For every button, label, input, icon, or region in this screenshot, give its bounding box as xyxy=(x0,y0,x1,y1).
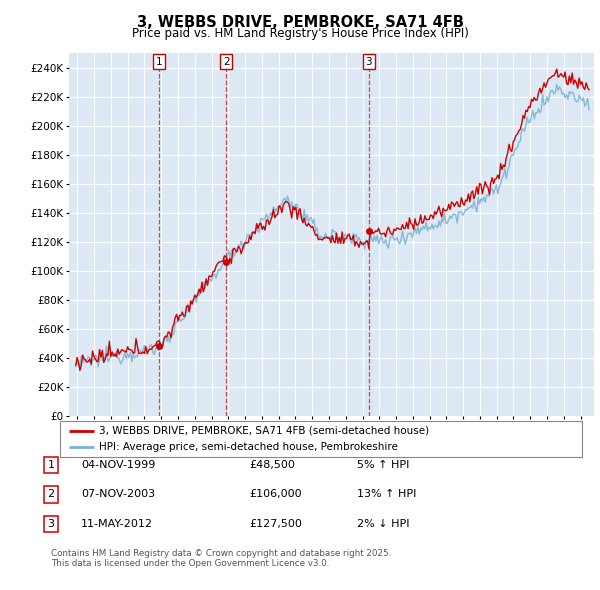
Text: 2: 2 xyxy=(223,57,230,67)
Text: 07-NOV-2003: 07-NOV-2003 xyxy=(81,490,155,499)
Text: 2% ↓ HPI: 2% ↓ HPI xyxy=(357,519,409,529)
Text: 1: 1 xyxy=(47,460,55,470)
Text: 3, WEBBS DRIVE, PEMBROKE, SA71 4FB (semi-detached house): 3, WEBBS DRIVE, PEMBROKE, SA71 4FB (semi… xyxy=(99,425,429,435)
Text: 1: 1 xyxy=(156,57,163,67)
Text: 3, WEBBS DRIVE, PEMBROKE, SA71 4FB: 3, WEBBS DRIVE, PEMBROKE, SA71 4FB xyxy=(137,15,463,30)
Text: This data is licensed under the Open Government Licence v3.0.: This data is licensed under the Open Gov… xyxy=(51,559,329,568)
Text: 3: 3 xyxy=(365,57,372,67)
Text: £127,500: £127,500 xyxy=(249,519,302,529)
Text: 2: 2 xyxy=(47,490,55,499)
Text: 13% ↑ HPI: 13% ↑ HPI xyxy=(357,490,416,499)
Text: Contains HM Land Registry data © Crown copyright and database right 2025.: Contains HM Land Registry data © Crown c… xyxy=(51,549,391,558)
Text: Price paid vs. HM Land Registry's House Price Index (HPI): Price paid vs. HM Land Registry's House … xyxy=(131,27,469,40)
Text: 3: 3 xyxy=(47,519,55,529)
Text: £48,500: £48,500 xyxy=(249,460,295,470)
Text: 11-MAY-2012: 11-MAY-2012 xyxy=(81,519,153,529)
Text: 04-NOV-1999: 04-NOV-1999 xyxy=(81,460,155,470)
Text: HPI: Average price, semi-detached house, Pembrokeshire: HPI: Average price, semi-detached house,… xyxy=(99,442,398,453)
Text: 5% ↑ HPI: 5% ↑ HPI xyxy=(357,460,409,470)
Text: £106,000: £106,000 xyxy=(249,490,302,499)
